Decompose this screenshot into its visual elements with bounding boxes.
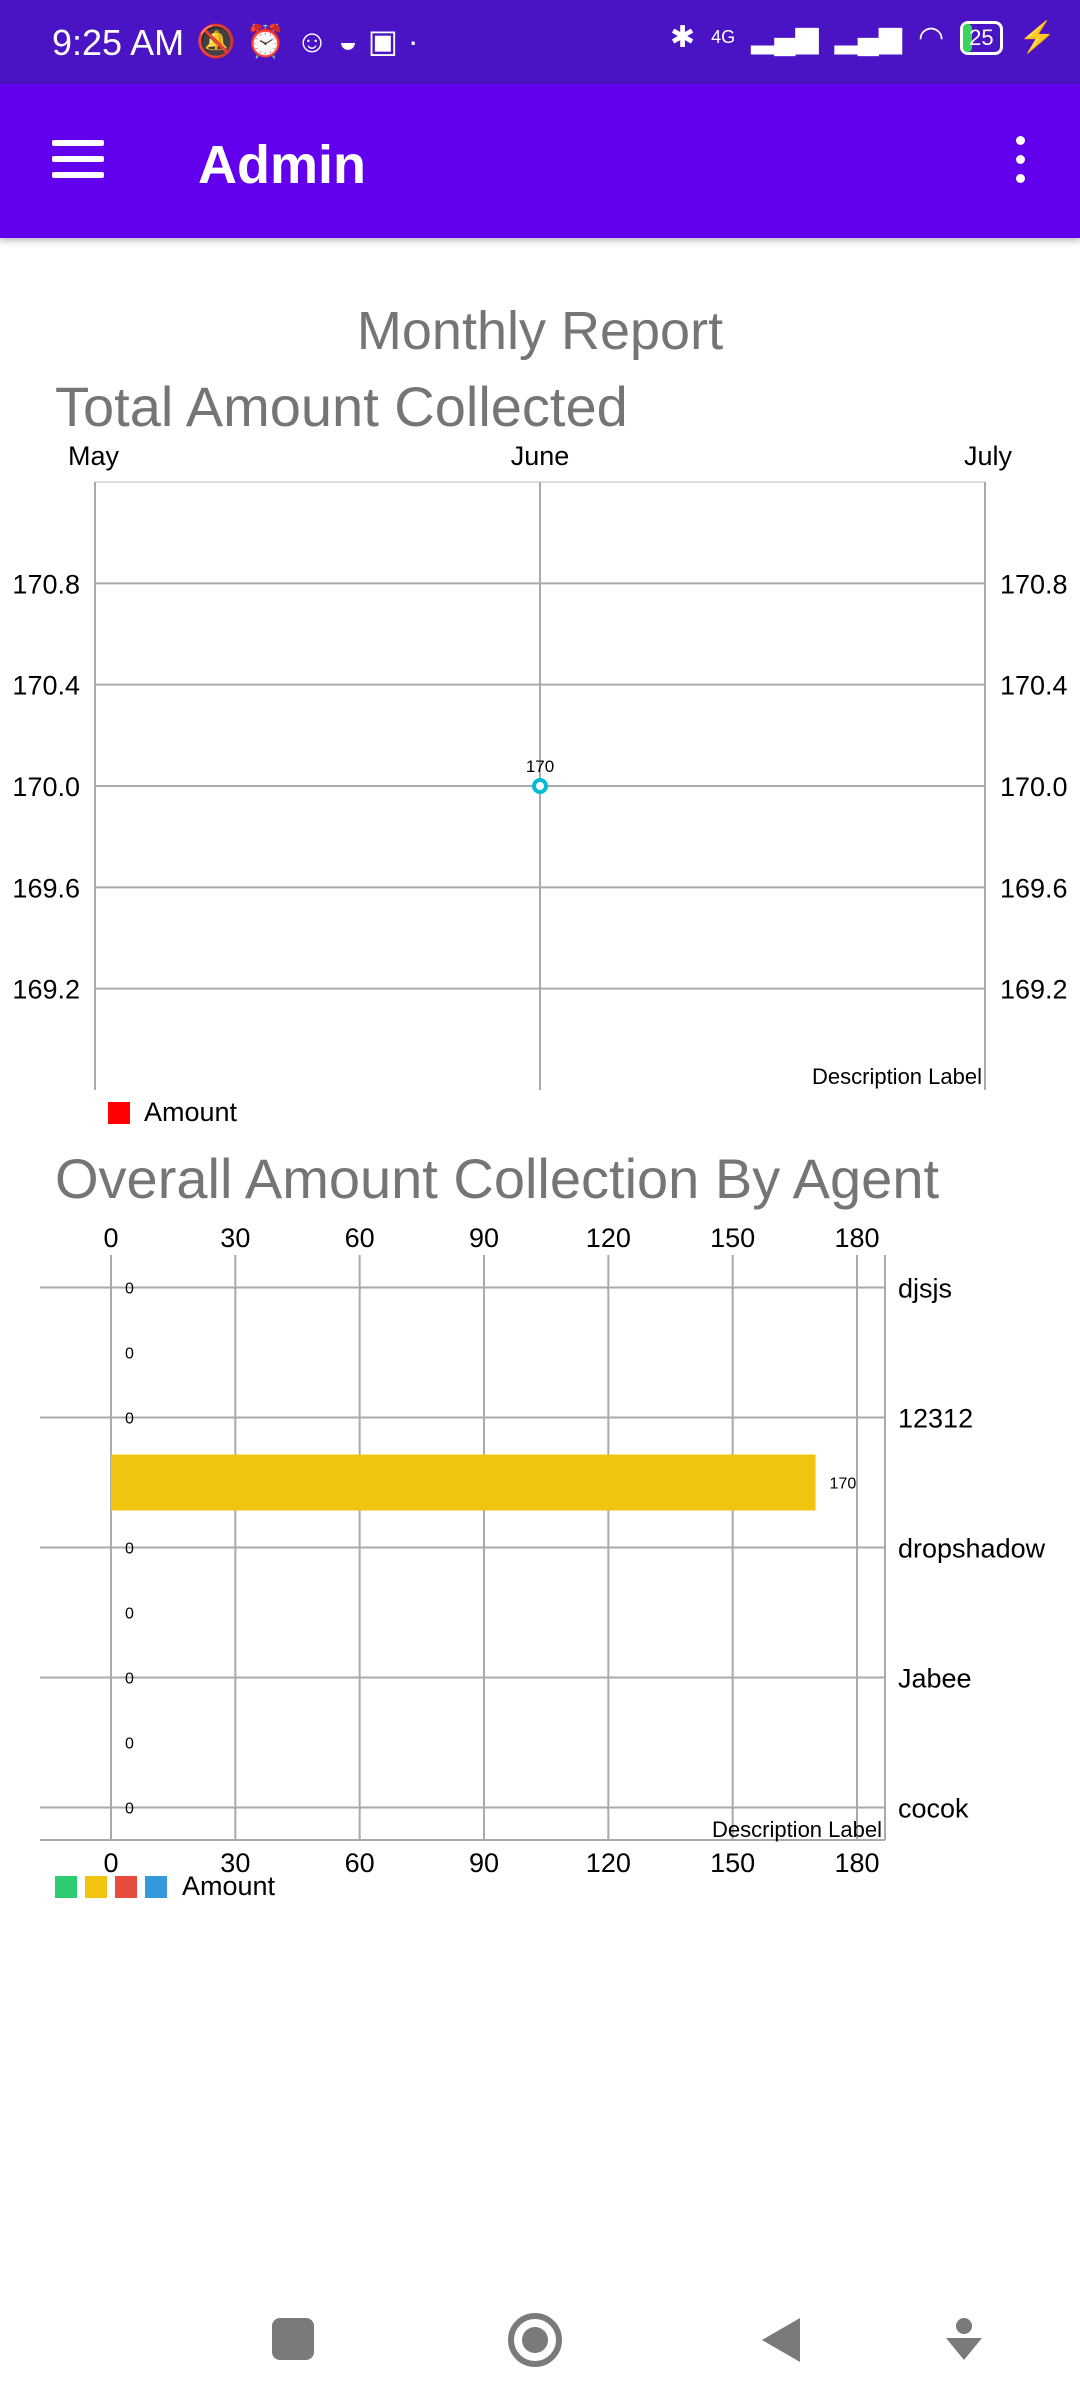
category-label: djsjs — [898, 1274, 952, 1304]
bar-chart-title: Overall Amount Collection By Agent — [55, 1147, 940, 1210]
bar-data-label: 0 — [125, 1606, 134, 1623]
battery-indicator: 25 — [960, 20, 1003, 55]
x-tick-label-bottom: 60 — [345, 1848, 375, 1878]
more-options-icon[interactable] — [1016, 136, 1026, 184]
bar-legend-label: Amount — [182, 1871, 276, 1901]
y-tick-label-right: 170.0 — [1000, 772, 1068, 802]
line-legend-swatch — [108, 1102, 130, 1124]
bar-legend-swatch — [115, 1876, 137, 1898]
category-label: dropshadow — [898, 1534, 1046, 1564]
y-tick-label-left: 170.0 — [12, 772, 80, 802]
bar-data-label: 0 — [125, 1671, 134, 1688]
page-title: Monthly Report — [356, 301, 724, 361]
x-tick-label: July — [964, 441, 1013, 471]
y-tick-label-right: 170.8 — [1000, 569, 1068, 599]
navigation-bar — [272, 2313, 982, 2367]
x-tick-label-bottom: 180 — [834, 1848, 879, 1878]
signal-icon: ▂▄▆ — [751, 21, 819, 54]
bar-data-label: 170 — [830, 1476, 857, 1493]
x-tick-label-top: 180 — [834, 1223, 879, 1253]
network-type: 4G — [711, 27, 736, 47]
charging-icon: ⚡ — [1018, 21, 1056, 54]
x-tick-label-bottom: 120 — [586, 1848, 631, 1878]
y-tick-label-right: 170.4 — [1000, 671, 1068, 701]
category-label: 12312 — [898, 1404, 973, 1434]
y-tick-label-left: 170.8 — [12, 569, 80, 599]
x-tick-label: June — [511, 441, 570, 471]
x-tick-label-bottom: 30 — [220, 1848, 250, 1878]
bar-legend-swatch — [145, 1876, 167, 1898]
battery-fill — [963, 23, 973, 52]
wifi-icon: ◠ — [917, 21, 945, 54]
data-point — [532, 778, 548, 794]
y-tick-label-left: 170.4 — [12, 671, 80, 701]
app-bar: Admin — [0, 84, 1080, 238]
bar-legend-swatch — [55, 1876, 77, 1898]
status-bar: 9:25 AM 🔕⏰☺◒▣· ✱ 4G ▂▄▆ ▂▄▆ ◠ 25 ⚡ — [0, 0, 1080, 84]
app-title: Admin — [198, 135, 366, 195]
bar-chart-description: Description Label — [712, 1817, 882, 1842]
bar-data-label: 0 — [125, 1346, 134, 1363]
x-tick-label-top: 0 — [103, 1223, 118, 1253]
y-tick-label-right: 169.6 — [1000, 873, 1068, 903]
status-time: 9:25 AM — [52, 22, 185, 63]
y-tick-label-right: 169.2 — [1000, 975, 1068, 1005]
data-label: 170 — [526, 757, 554, 776]
line-chart-title: Total Amount Collected — [55, 375, 628, 438]
y-tick-label-left: 169.6 — [12, 873, 80, 903]
x-tick-label-top: 60 — [345, 1223, 375, 1253]
line-chart: May June July 170.8 170.8 170.4 170.4 170.0 170.… — [12, 441, 1068, 1090]
x-tick-label-bottom: 0 — [103, 1848, 118, 1878]
bar-chart: 0 0 30 30 60 60 90 90 120 120 150 150 180 180 djsjs 123… — [40, 1223, 1046, 1878]
back-button[interactable] — [762, 2318, 800, 2362]
bar-data-label: 0 — [125, 1411, 134, 1428]
signal-icon-2: ▂▄▆ — [834, 21, 902, 54]
y-tick-label-left: 169.2 — [12, 975, 80, 1005]
recents-button[interactable] — [272, 2318, 314, 2360]
menu-icon[interactable] — [52, 140, 104, 180]
category-label: cocok — [898, 1794, 969, 1824]
x-tick-label-top: 150 — [710, 1223, 755, 1253]
bar-legend-swatch — [85, 1876, 107, 1898]
line-legend-label: Amount — [144, 1097, 238, 1127]
x-tick-label-top: 90 — [469, 1223, 499, 1253]
battery-level: 25 — [969, 24, 994, 50]
x-tick-label-bottom: 90 — [469, 1848, 499, 1878]
x-tick-label-top: 120 — [586, 1223, 631, 1253]
bar-data-label: 0 — [125, 1541, 134, 1558]
bar — [111, 1454, 816, 1511]
notification-icons: 🔕⏰☺◒▣· — [196, 23, 429, 59]
bar-data-label: 0 — [125, 1736, 134, 1753]
x-tick-label: May — [68, 441, 120, 471]
system-icons: ✱ 4G ▂▄▆ ▂▄▆ ◠ 25 ⚡ — [670, 20, 1056, 55]
bluetooth-icon: ✱ — [670, 21, 696, 54]
category-label: Jabee — [898, 1664, 972, 1694]
line-chart-description: Description Label — [812, 1064, 982, 1089]
home-button[interactable] — [508, 2313, 562, 2367]
bar-data-label: 0 — [125, 1801, 134, 1818]
x-tick-label-top: 30 — [220, 1223, 250, 1253]
x-tick-label-bottom: 150 — [710, 1848, 755, 1878]
assistant-button[interactable] — [946, 2318, 982, 2360]
bar-data-label: 0 — [125, 1281, 134, 1298]
